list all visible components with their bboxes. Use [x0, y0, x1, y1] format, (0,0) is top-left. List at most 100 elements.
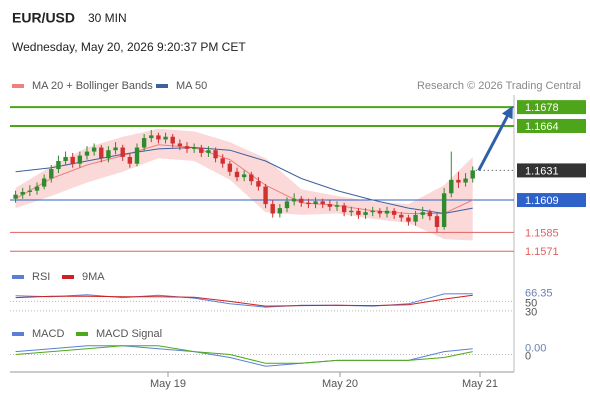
candle-body: [327, 204, 333, 207]
legend-label: RSI: [32, 271, 50, 283]
candle-body: [291, 198, 297, 202]
bollinger-band: [15, 128, 473, 241]
legend-swatch: [12, 275, 24, 279]
level-box: [517, 118, 586, 133]
y-tick-label: 50: [525, 297, 537, 309]
candle-body: [306, 202, 311, 205]
level-label: 1.1585: [525, 227, 559, 239]
candle-body: [206, 150, 211, 153]
candle-body: [299, 198, 304, 203]
ma-line: [15, 144, 473, 214]
indicator-line: [15, 294, 473, 307]
legend-label: 9MA: [82, 271, 105, 283]
candle-body: [334, 205, 340, 207]
candle-body: [141, 138, 147, 148]
y-tick-label: 30: [525, 307, 537, 319]
candle-body: [227, 163, 233, 172]
legend-swatch: [12, 332, 24, 336]
candle-body: [363, 212, 368, 215]
candle-body: [384, 210, 390, 214]
last-value-label: 66.35: [525, 288, 553, 300]
candle-body: [191, 147, 197, 149]
indicator-line: [15, 345, 473, 364]
forecast-arrow: [477, 105, 513, 172]
level-label: 1.1571: [525, 246, 559, 258]
candle-body: [220, 158, 225, 164]
candle-body: [77, 155, 83, 164]
legend-label: MA 20 + Bollinger Bands: [32, 80, 153, 92]
candle-body: [184, 146, 190, 149]
legend-label: MA 50: [176, 80, 207, 92]
candle-body: [456, 179, 461, 183]
symbol: EUR/USD: [12, 10, 75, 26]
candle-body: [284, 201, 290, 209]
candle-body: [91, 147, 97, 152]
candle-body: [34, 186, 40, 191]
level-label: 1.1678: [525, 102, 559, 114]
candle-body: [341, 205, 347, 213]
candle-body: [99, 147, 104, 159]
candle-body: [277, 208, 283, 214]
level-label: 1.1664: [525, 121, 559, 133]
legend-swatch: [76, 332, 88, 336]
candle-body: [70, 156, 75, 164]
x-tick-label: May 20: [322, 378, 358, 390]
candle-body: [156, 135, 161, 140]
x-tick-label: May 21: [462, 378, 498, 390]
candle-body: [20, 191, 25, 195]
candle-body: [406, 217, 411, 222]
level-box: [517, 163, 586, 178]
candle-body: [213, 150, 218, 159]
candle-body: [391, 210, 397, 215]
candle-body: [441, 193, 447, 227]
level-label: 1.1609: [525, 195, 559, 207]
candle-body: [399, 214, 404, 218]
candle-body: [263, 186, 268, 205]
level-label: 1.1631: [525, 165, 559, 177]
legend-swatch: [156, 84, 168, 88]
y-tick-label: 0: [525, 350, 531, 362]
last-value-label: 0.00: [525, 343, 546, 355]
candle-body: [49, 169, 54, 179]
candle-body: [177, 143, 183, 147]
candle-body: [170, 136, 175, 144]
candle-body: [249, 174, 254, 182]
candle-body: [27, 190, 33, 192]
candle-body: [199, 147, 204, 153]
legend-swatch: [12, 84, 24, 88]
candle-body: [377, 210, 383, 214]
candle-body: [470, 170, 475, 179]
candle-body: [370, 210, 375, 213]
candle-body: [449, 179, 454, 194]
candle-body: [413, 214, 418, 222]
candle-body: [41, 178, 47, 187]
ma-line: [15, 146, 473, 215]
timeframe: 30 MIN: [88, 11, 127, 25]
legend-swatch: [62, 275, 74, 279]
level-box: [517, 100, 586, 115]
candle-body: [84, 151, 90, 156]
level-box: [517, 193, 586, 208]
candle-body: [434, 216, 440, 227]
candle-body: [241, 174, 247, 178]
candle-body: [356, 210, 361, 215]
candle-body: [120, 147, 125, 157]
candle-body: [149, 135, 154, 139]
candle-body: [234, 171, 240, 178]
legend-label: MACD Signal: [96, 328, 162, 340]
candle-body: [106, 150, 111, 159]
candle-body: [463, 178, 468, 183]
candle-body: [63, 156, 68, 161]
credit: Research © 2026 Trading Central: [417, 80, 581, 92]
candle-body: [320, 201, 325, 205]
candle-body: [113, 147, 118, 151]
candle-body: [313, 201, 318, 205]
indicator-line: [15, 293, 473, 308]
candle-body: [256, 181, 261, 187]
candle-body: [163, 136, 168, 140]
x-tick-label: May 19: [150, 378, 186, 390]
candle-body: [127, 156, 133, 164]
legend-label: MACD: [32, 328, 64, 340]
candle-body: [13, 194, 18, 199]
